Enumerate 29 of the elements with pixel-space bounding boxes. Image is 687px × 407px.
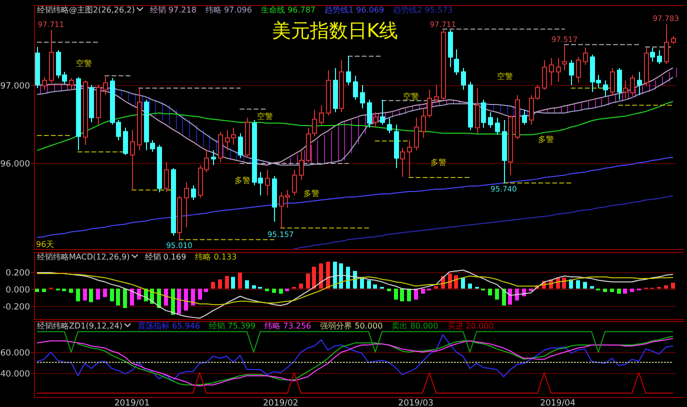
annotation: 空警	[403, 92, 420, 101]
series-label: 卖出 80.000	[392, 322, 438, 330]
text: 美元指数日K线	[272, 20, 398, 42]
x-tick-label: 2019/04	[540, 398, 576, 407]
y-tick-label: 40.000	[0, 370, 30, 380]
y-tick-label: 96.000	[0, 160, 30, 170]
legend-title: 经韬纬略MACD(12,26,9)	[37, 252, 130, 262]
x-tick-label: 2019/01	[114, 398, 150, 407]
legend: 经韬纬略@主图2(26,26,2) 经韬 97.218 纬略 97.096 生命线 96.787 趋势线1 96.069 趋势线2 95.573	[37, 6, 453, 14]
x-tick-label: 2019/03	[398, 398, 434, 407]
legend-title: 经韬纬略ZD1(9,12,24)	[37, 322, 123, 330]
y-tick-label: 0.000	[6, 286, 30, 296]
annotation: 空警	[496, 72, 513, 81]
x-tick-label: 2019/02	[263, 398, 298, 407]
y-tick-label: 97.000	[0, 82, 30, 92]
annotation: 多警	[234, 176, 250, 185]
y-tick-label: 60.000	[0, 348, 30, 358]
annotation: 空警	[256, 112, 273, 121]
y-tick-label: 0.200	[6, 268, 30, 278]
legend-title: 经韬纬略@主图2(26,26,2)	[37, 6, 135, 14]
legend: 经韬纬略MACD(12,26,9) 经韬 0.169 纬略 0.133	[37, 252, 237, 262]
legend: 经韬纬略ZD1(9,12,24) 震荡指标 65.946 经韬 75.399 纬略 73.256 强弱分界 50.000 卖出 80.000 买进 20.000	[37, 322, 494, 330]
legend-label: 经韬 0.169	[144, 252, 186, 262]
annotation: 多警	[430, 158, 446, 167]
y-tick-label: -0.200	[2, 302, 30, 312]
annotation: 多警	[304, 189, 320, 198]
annotation: 空警	[76, 59, 92, 68]
annotation: 多警	[538, 135, 554, 144]
annotation: 96天	[36, 240, 54, 249]
